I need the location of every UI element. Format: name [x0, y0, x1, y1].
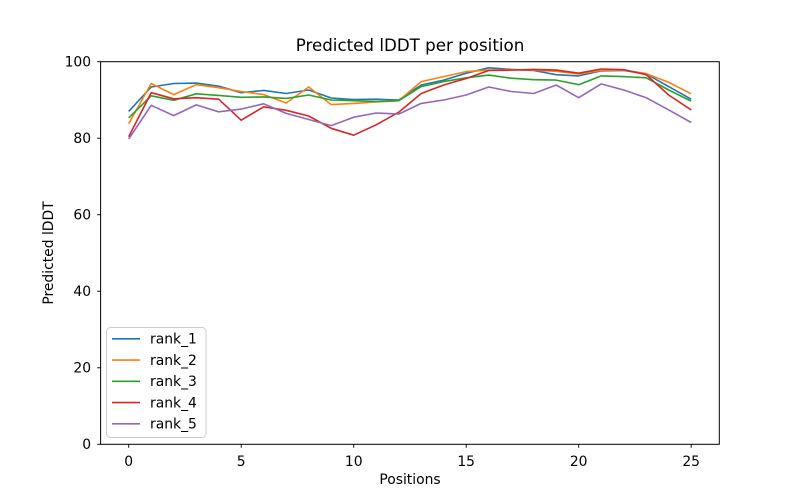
series-line-rank_1: [128, 67, 692, 112]
series-line-rank_4: [127, 68, 692, 138]
legend-entry-rank_3: rank_3: [112, 374, 197, 390]
x-tick-label: 10: [345, 454, 363, 470]
x-tick-label: 15: [457, 454, 475, 470]
y-tick-label: 40: [73, 284, 91, 300]
legend-label-rank_2: rank_2: [150, 353, 197, 369]
legend-label-rank_1: rank_1: [150, 332, 197, 348]
legend-box: [106, 327, 207, 438]
x-tick-label: 25: [682, 454, 700, 470]
y-tick-label: 100: [65, 55, 92, 71]
y-axis-label: Predicted lDDT: [41, 201, 57, 305]
x-axis-label: Positions: [379, 472, 440, 488]
legend: rank_1 rank_2 rank_3 rank_4 rank_5: [106, 327, 207, 438]
series-line-rank_3: [128, 74, 692, 119]
y-tick-label: 20: [73, 361, 91, 377]
series-line-rank_2: [128, 68, 692, 125]
legend-entry-rank_5: rank_5: [112, 417, 197, 433]
plot-area: [127, 67, 692, 140]
legend-entry-rank_4: rank_4: [112, 395, 197, 411]
legend-label-rank_4: rank_4: [150, 395, 197, 411]
x-tick-label: 5: [237, 454, 246, 470]
plot-spines: [100, 61, 720, 445]
legend-entry-rank_2: rank_2: [112, 353, 197, 369]
y-tick-label: 60: [73, 208, 91, 224]
legend-label-rank_5: rank_5: [150, 417, 197, 433]
y-tick-label: 80: [73, 131, 91, 147]
legend-entry-rank_1: rank_1: [112, 332, 197, 348]
x-tick-label: 20: [570, 454, 588, 470]
legend-label-rank_3: rank_3: [150, 374, 197, 390]
series-line-rank_5: [128, 83, 692, 140]
y-tick-label: 0: [82, 437, 91, 453]
axes: 0 5 10 15 20 25 0 20 40 60 80 100: [65, 55, 720, 470]
chart-title: Predicted lDDT per position: [296, 35, 525, 55]
x-tick-label: 0: [124, 454, 133, 470]
